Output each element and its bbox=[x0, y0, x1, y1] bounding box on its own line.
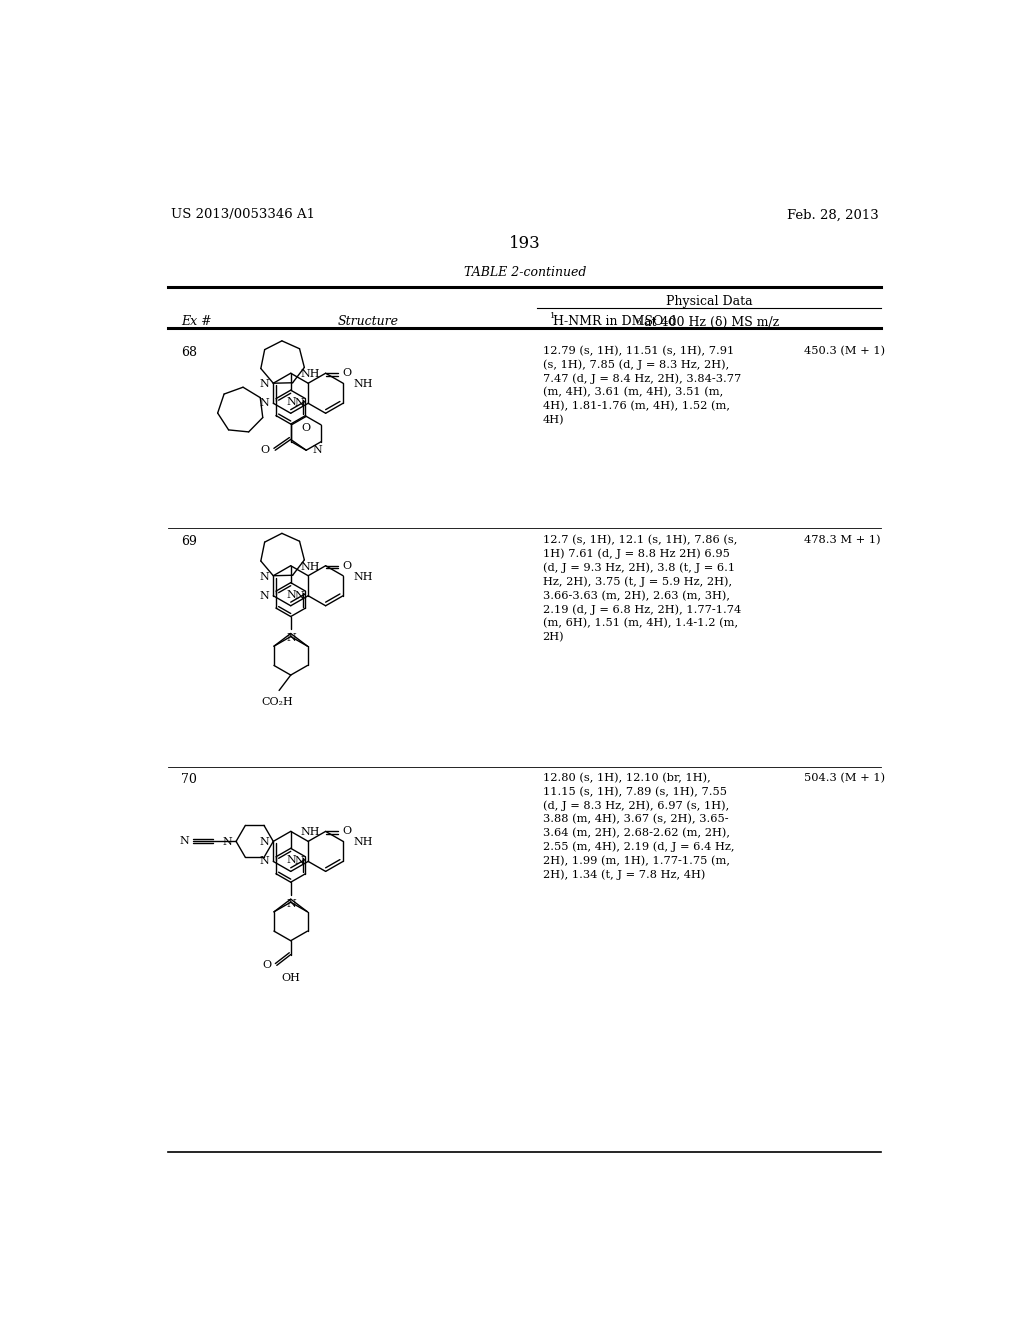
Text: N: N bbox=[287, 899, 296, 909]
Text: 6: 6 bbox=[636, 318, 641, 327]
Text: N: N bbox=[295, 857, 304, 866]
Text: Physical Data: Physical Data bbox=[666, 294, 753, 308]
Text: OH: OH bbox=[282, 973, 300, 983]
Text: N: N bbox=[260, 591, 269, 601]
Text: N: N bbox=[260, 399, 269, 408]
Text: 193: 193 bbox=[509, 235, 541, 252]
Text: Feb. 28, 2013: Feb. 28, 2013 bbox=[787, 209, 879, 222]
Text: US 2013/0053346 A1: US 2013/0053346 A1 bbox=[171, 209, 314, 222]
Text: N: N bbox=[287, 855, 296, 866]
Text: 70: 70 bbox=[180, 774, 197, 785]
Text: 1: 1 bbox=[550, 313, 556, 321]
Text: N: N bbox=[260, 837, 269, 847]
Text: Structure: Structure bbox=[338, 315, 398, 329]
Text: 12.7 (s, 1H), 12.1 (s, 1H), 7.86 (s,
1H) 7.61 (d, J = 8.8 Hz 2H) 6.95
(d, J = 9.: 12.7 (s, 1H), 12.1 (s, 1H), 7.86 (s, 1H)… bbox=[543, 535, 741, 643]
Text: O: O bbox=[262, 961, 271, 970]
Text: NH: NH bbox=[353, 572, 373, 582]
Text: 12.79 (s, 1H), 11.51 (s, 1H), 7.91
(s, 1H), 7.85 (d, J = 8.3 Hz, 2H),
7.47 (d, J: 12.79 (s, 1H), 11.51 (s, 1H), 7.91 (s, 1… bbox=[543, 346, 741, 425]
Text: N: N bbox=[287, 634, 296, 643]
Text: N: N bbox=[287, 590, 296, 599]
Text: NH: NH bbox=[301, 370, 321, 379]
Text: 450.3 (M + 1): 450.3 (M + 1) bbox=[804, 346, 885, 356]
Text: N: N bbox=[287, 397, 296, 407]
Text: NH: NH bbox=[353, 379, 373, 389]
Text: O: O bbox=[342, 826, 351, 837]
Text: N: N bbox=[222, 837, 232, 847]
Text: 12.80 (s, 1H), 12.10 (br, 1H),
11.15 (s, 1H), 7.89 (s, 1H), 7.55
(d, J = 8.3 Hz,: 12.80 (s, 1H), 12.10 (br, 1H), 11.15 (s,… bbox=[543, 774, 734, 880]
Text: N: N bbox=[179, 837, 188, 846]
Text: O: O bbox=[302, 422, 311, 433]
Text: N: N bbox=[260, 379, 269, 389]
Text: N: N bbox=[260, 572, 269, 582]
Text: CO₂H: CO₂H bbox=[262, 697, 294, 708]
Text: TABLE 2-continued: TABLE 2-continued bbox=[464, 267, 586, 280]
Text: N: N bbox=[260, 857, 269, 866]
Text: 69: 69 bbox=[180, 535, 197, 548]
Text: Ex #: Ex # bbox=[180, 315, 211, 329]
Text: 68: 68 bbox=[180, 346, 197, 359]
Text: at 400 Hz (δ) MS m/z: at 400 Hz (δ) MS m/z bbox=[640, 315, 779, 329]
Text: NH: NH bbox=[353, 837, 373, 847]
Text: O: O bbox=[261, 445, 269, 455]
Text: NH: NH bbox=[301, 828, 321, 837]
Text: 478.3 M + 1): 478.3 M + 1) bbox=[804, 535, 881, 545]
Text: O: O bbox=[342, 368, 351, 379]
Text: O: O bbox=[342, 561, 351, 570]
Text: 504.3 (M + 1): 504.3 (M + 1) bbox=[804, 774, 885, 783]
Text: N: N bbox=[312, 445, 323, 455]
Text: NH: NH bbox=[301, 561, 321, 572]
Text: N: N bbox=[295, 399, 304, 408]
Text: N: N bbox=[295, 591, 304, 601]
Text: H-NMR in DMSO-d: H-NMR in DMSO-d bbox=[554, 315, 677, 329]
